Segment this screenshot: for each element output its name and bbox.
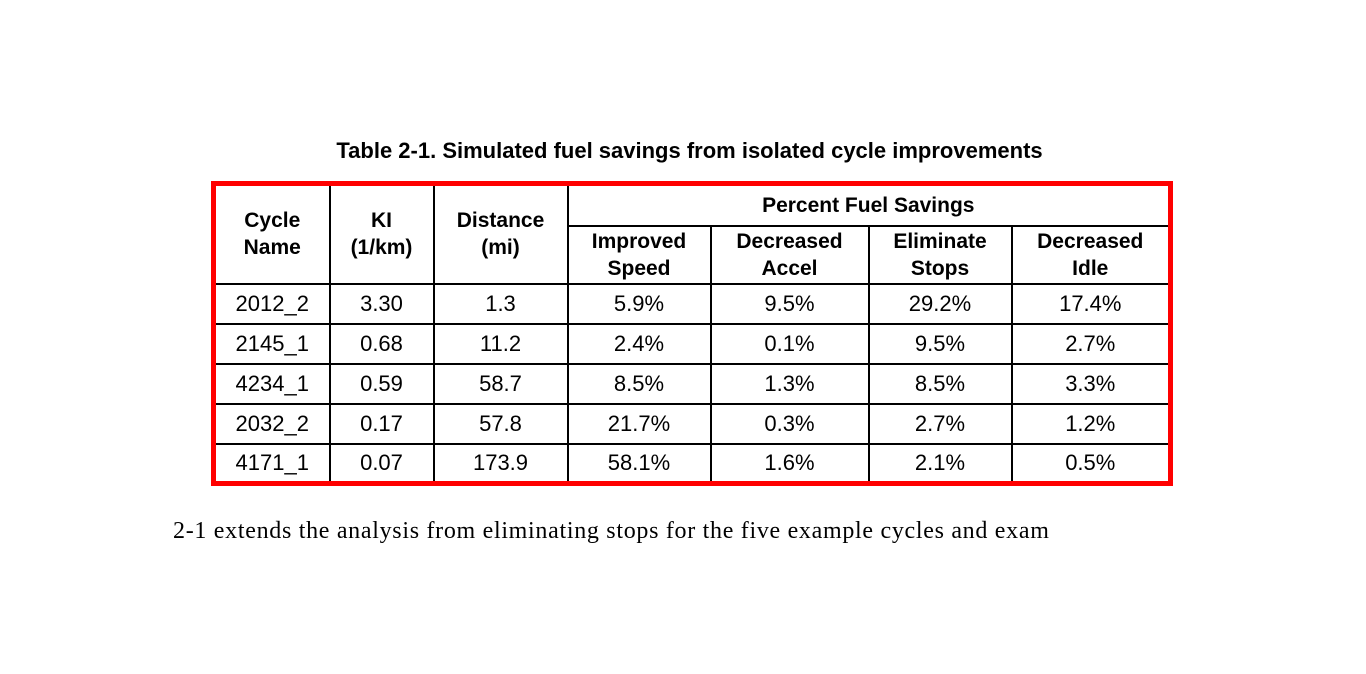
cell-decreased-idle: 0.5% (1010, 442, 1172, 485)
cell-decreased-accel: 1.6% (709, 442, 870, 485)
table-row: 2012_2 3.30 1.3 5.9% 9.5% 29.2% 17.4% (212, 282, 1172, 325)
fuel-savings-table: Cycle Name KI (1/km) Distance (mi) Perce… (211, 181, 1174, 486)
cell-decreased-idle: 17.4% (1010, 282, 1172, 325)
table-row: 2032_2 0.17 57.8 21.7% 0.3% 2.7% 1.2% (212, 402, 1172, 445)
cell-improved-speed: 5.9% (566, 282, 712, 325)
cell-decreased-accel: 0.3% (709, 402, 870, 445)
cell-distance: 173.9 (432, 442, 569, 485)
cell-decreased-accel: 0.1% (709, 322, 870, 365)
table-row: 4234_1 0.59 58.7 8.5% 1.3% 8.5% 3.3% (212, 362, 1172, 405)
cell-improved-speed: 21.7% (566, 402, 712, 445)
cell-eliminate-stops: 2.7% (867, 402, 1013, 445)
col-header-eliminate-stops: Eliminate Stops (867, 224, 1013, 285)
cell-distance: 1.3 (432, 282, 569, 325)
col-header-decreased-idle: Decreased Idle (1010, 224, 1172, 285)
cell-ki: 3.30 (328, 282, 435, 325)
cell-decreased-idle: 2.7% (1010, 322, 1172, 365)
cell-distance: 57.8 (432, 402, 569, 445)
cell-cycle-name: 4234_1 (212, 362, 331, 405)
cell-improved-speed: 8.5% (566, 362, 712, 405)
cell-eliminate-stops: 8.5% (867, 362, 1013, 405)
table-row: 4171_1 0.07 173.9 58.1% 1.6% 2.1% 0.5% (212, 442, 1172, 485)
cell-eliminate-stops: 9.5% (867, 322, 1013, 365)
cell-distance: 58.7 (432, 362, 569, 405)
cell-cycle-name: 4171_1 (212, 442, 331, 485)
cell-decreased-idle: 3.3% (1010, 362, 1172, 405)
cell-distance: 11.2 (432, 322, 569, 365)
table-row: 2145_1 0.68 11.2 2.4% 0.1% 9.5% 2.7% (212, 322, 1172, 365)
col-header-decreased-accel: Decreased Accel (709, 224, 870, 285)
col-header-percent-fuel-savings: Percent Fuel Savings (566, 182, 1172, 227)
cell-eliminate-stops: 2.1% (867, 442, 1013, 485)
cell-cycle-name: 2032_2 (212, 402, 331, 445)
cell-decreased-idle: 1.2% (1010, 402, 1172, 445)
cell-ki: 0.07 (328, 442, 435, 485)
col-header-cycle-name: Cycle Name (212, 182, 331, 285)
cell-decreased-accel: 9.5% (709, 282, 870, 325)
table-caption: Table 2-1. Simulated fuel savings from i… (336, 138, 1043, 163)
cell-eliminate-stops: 29.2% (867, 282, 1013, 325)
col-header-distance: Distance (mi) (432, 182, 569, 285)
col-header-ki: KI (1/km) (328, 182, 435, 285)
col-header-improved-speed: Improved Speed (566, 224, 712, 285)
cell-ki: 0.68 (328, 322, 435, 365)
cell-cycle-name: 2145_1 (212, 322, 331, 365)
cell-decreased-accel: 1.3% (709, 362, 870, 405)
cell-improved-speed: 58.1% (566, 442, 712, 485)
cell-ki: 0.59 (328, 362, 435, 405)
cell-cycle-name: 2012_2 (212, 282, 331, 325)
cell-improved-speed: 2.4% (566, 322, 712, 365)
body-text: 2-1 extends the analysis from eliminatin… (173, 518, 1050, 544)
cell-ki: 0.17 (328, 402, 435, 445)
